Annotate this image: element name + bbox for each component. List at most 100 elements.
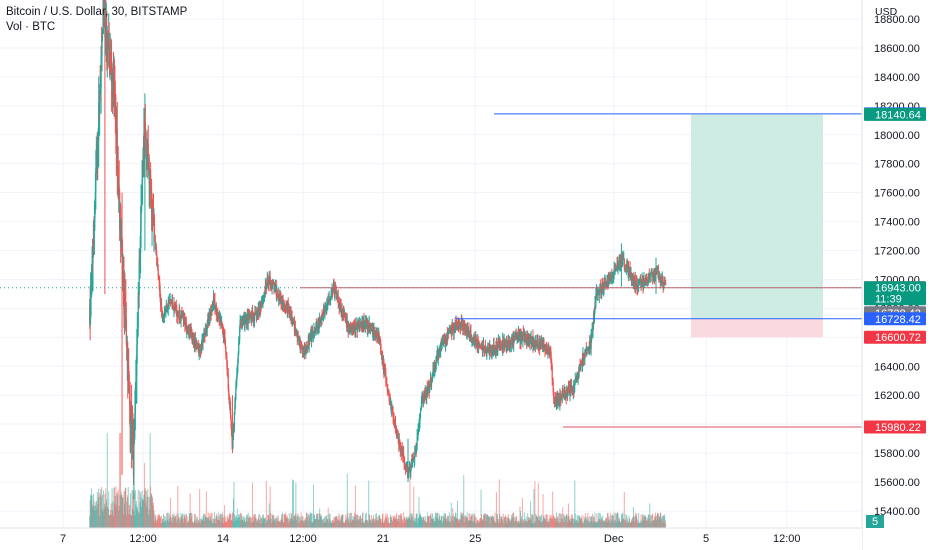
candle-body <box>340 305 342 314</box>
volume-bar <box>471 514 473 528</box>
candle-body <box>613 268 615 275</box>
volume-bar <box>125 487 127 528</box>
volume-bar <box>348 517 350 528</box>
volume-bar <box>165 516 167 528</box>
volume-bar <box>177 486 179 528</box>
volume-bar <box>224 516 226 528</box>
volume-bar <box>665 520 667 528</box>
candle-body <box>367 321 369 330</box>
volume-bar <box>185 514 187 528</box>
candle-body <box>623 258 625 268</box>
candle-body <box>125 318 127 343</box>
candle-body <box>414 453 416 459</box>
candle-body <box>334 287 336 294</box>
candle-body <box>427 390 429 396</box>
candle-body <box>578 368 580 376</box>
y-tick-label: 18600.00 <box>874 43 920 55</box>
volume-bar <box>346 473 348 528</box>
volume-bar <box>189 493 191 528</box>
candle-body <box>635 282 637 289</box>
candle-body <box>291 314 293 325</box>
x-tick-label: 7 <box>60 533 66 545</box>
price-axis[interactable]: 15400.0015600.0015800.0016000.0016200.00… <box>861 0 932 550</box>
time-axis[interactable]: 7 12:00 14 12:00 21 25 Dec 5 12:00 <box>0 527 862 550</box>
volume-bar <box>638 513 640 528</box>
volume-bar <box>484 513 486 528</box>
horizontal-lines[interactable] <box>0 113 862 428</box>
candle-body <box>156 254 158 266</box>
volume-bar <box>212 518 214 528</box>
volume-bar <box>594 512 596 528</box>
volume-bar <box>617 512 619 528</box>
volume-bar <box>633 515 635 528</box>
volume-bar <box>474 515 476 528</box>
volume-bar <box>412 513 414 528</box>
candle-body <box>474 339 476 346</box>
candle-body <box>662 277 664 285</box>
candlestick-series <box>89 0 667 500</box>
symbol-legend[interactable]: Bitcoin / U.S. Dollar, 30, BITSTAMP <box>6 6 188 18</box>
candle-body <box>226 356 228 362</box>
volume-bar <box>112 501 114 528</box>
y-tick-label: 16200.00 <box>874 390 920 402</box>
candle-body <box>429 383 431 392</box>
volume-bar <box>133 492 135 528</box>
volume-bar <box>122 497 124 528</box>
volume-bar <box>102 494 104 528</box>
volume-bar <box>416 514 418 528</box>
long-position-tool[interactable] <box>691 114 823 338</box>
volume-bar <box>523 512 525 528</box>
volume-bar <box>531 514 533 528</box>
volume-bar <box>170 498 172 528</box>
volume-bar <box>220 513 222 528</box>
volume-bar <box>494 512 496 528</box>
candle-body <box>609 273 611 280</box>
volume-bar <box>558 513 560 528</box>
candle-body <box>532 336 534 347</box>
candle-body <box>661 280 663 283</box>
volume-bar <box>480 489 482 528</box>
candle-body <box>237 353 239 364</box>
candle-body <box>225 346 227 355</box>
volume-bar <box>327 507 329 528</box>
countdown-text: 11:39 <box>875 294 902 306</box>
volume-bar <box>534 481 536 528</box>
volume-bar <box>324 516 326 528</box>
volume-bar <box>664 514 666 528</box>
candle-body <box>375 332 377 339</box>
price-label <box>864 107 926 121</box>
candle-body <box>309 337 311 340</box>
candle-body <box>475 336 477 342</box>
volume-badge-text: 5 <box>872 516 878 528</box>
candle-body <box>566 389 568 398</box>
volume-bar <box>568 503 570 528</box>
price-labels: 18144.4018140.6416943.1016943.0011:39167… <box>864 107 926 528</box>
volume-bar <box>292 479 294 528</box>
volume-bar <box>175 515 177 528</box>
candle-body <box>650 271 652 276</box>
volume-bar <box>541 514 543 528</box>
volume-bar <box>203 514 205 528</box>
candle-body <box>561 392 563 397</box>
x-tick-label: 12:00 <box>289 533 317 545</box>
candle-body <box>141 174 144 182</box>
volume-bar <box>233 481 235 528</box>
x-tick-label: 12:00 <box>129 533 157 545</box>
candle-body <box>631 275 633 281</box>
volume-bar <box>545 514 547 528</box>
candle-body <box>416 436 418 446</box>
candle-body <box>665 281 667 286</box>
volume-legend[interactable]: Vol · BTC <box>6 21 56 33</box>
x-tick-label: 21 <box>377 533 389 545</box>
candle-body <box>215 304 217 316</box>
candle-body <box>634 280 636 288</box>
volume-bar <box>199 488 201 528</box>
candle-body <box>238 342 240 354</box>
candle-body <box>559 394 561 403</box>
volume-bar <box>640 514 642 528</box>
price-label-text: 16728.42 <box>875 314 921 326</box>
volume-bar <box>111 488 113 528</box>
volume-bar <box>489 516 491 528</box>
volume-bar <box>193 514 195 528</box>
